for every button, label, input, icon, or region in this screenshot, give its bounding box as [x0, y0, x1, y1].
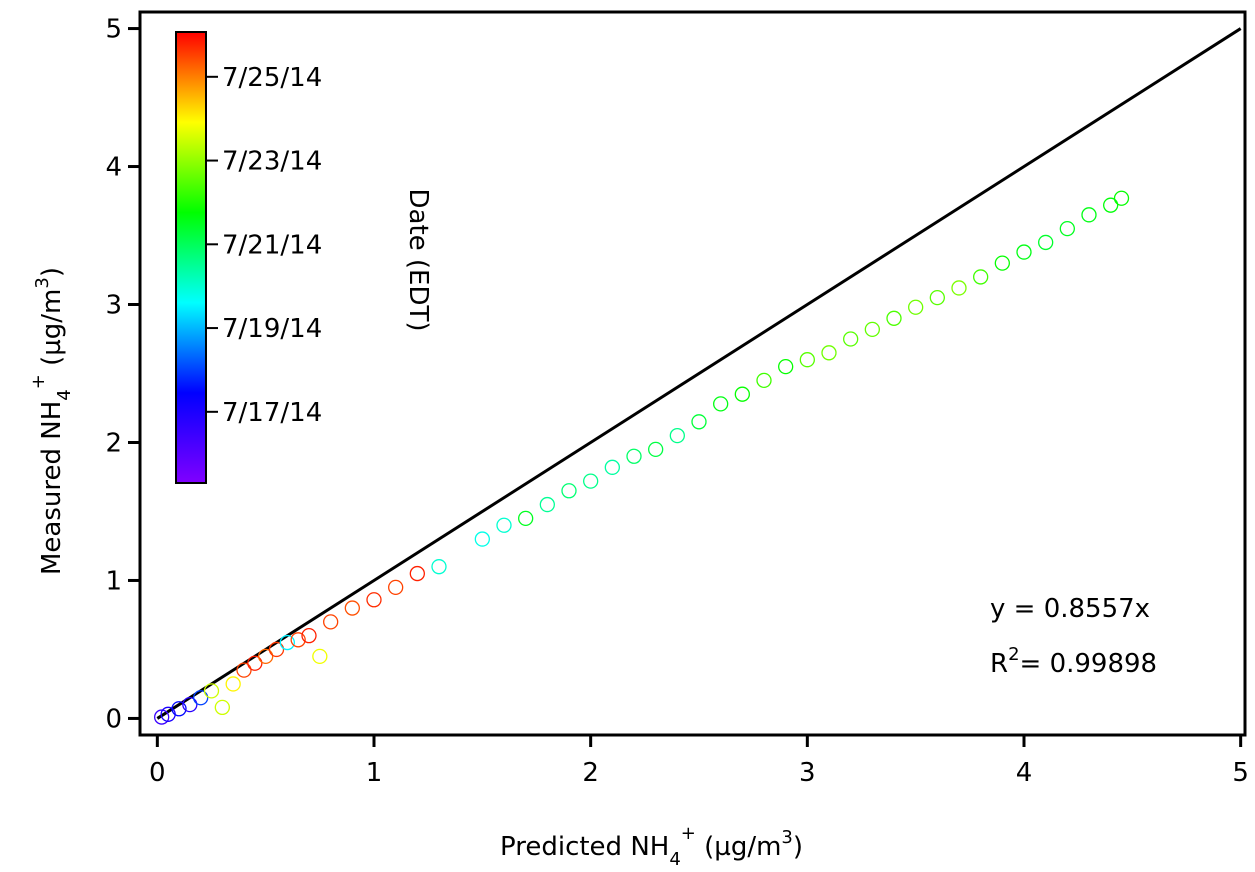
text-part: Measured NH: [37, 401, 67, 575]
colorbar-tick-label: 7/17/14: [222, 398, 322, 428]
point: [225, 676, 241, 692]
colorbar-tick-label: 7/25/14: [222, 63, 322, 93]
text-part: (µg/m: [696, 832, 782, 862]
point: [756, 372, 772, 389]
x-tick-label: 5: [1232, 758, 1249, 788]
point: [734, 386, 750, 402]
text-part: R: [990, 649, 1008, 679]
text-part: y = 0.8557x: [990, 594, 1150, 624]
point: [193, 690, 209, 706]
point: [691, 414, 707, 430]
text-part: 3: [781, 827, 792, 848]
point: [951, 280, 967, 296]
point: [713, 396, 729, 412]
text-part: 2: [1008, 644, 1019, 665]
text-part: (µg/m: [37, 289, 67, 375]
point: [214, 699, 230, 716]
text-part: ): [37, 267, 67, 277]
point: [843, 331, 859, 347]
point: [648, 441, 664, 458]
point: [1016, 244, 1032, 260]
point: [431, 559, 447, 575]
x-axis-label: Predicted NH4+ (µg/m3): [500, 823, 803, 868]
colorbar: [175, 31, 207, 484]
point: [171, 701, 187, 717]
text-part: ): [793, 832, 803, 862]
text-part: 4: [54, 389, 75, 400]
point: [1038, 234, 1054, 251]
point: [626, 448, 642, 464]
point: [268, 641, 285, 658]
point: [561, 483, 577, 499]
point: [799, 352, 815, 368]
point: [312, 648, 328, 665]
point: [301, 628, 317, 644]
annotation: R2= 0.99898: [990, 644, 1157, 679]
text-part: 3: [32, 277, 53, 288]
point: [518, 510, 534, 527]
x-tick-label: 2: [582, 758, 599, 788]
x-tick-label: 3: [799, 758, 816, 788]
point: [1113, 190, 1130, 206]
y-tick-label: 4: [105, 153, 122, 183]
point: [778, 358, 794, 375]
y-tick-label: 1: [105, 566, 122, 596]
text-part: +: [28, 374, 49, 389]
point: [886, 310, 902, 326]
x-tick-label: 1: [366, 758, 383, 788]
point: [1059, 220, 1075, 237]
point: [323, 614, 339, 630]
annotation: y = 0.8557x: [990, 594, 1150, 624]
point: [290, 632, 306, 648]
colorbar-tick-label: 7/19/14: [222, 314, 322, 344]
point: [203, 683, 220, 699]
text-part: = 0.99898: [1020, 649, 1158, 679]
colorbar-label: Date (EDT): [403, 188, 433, 331]
point: [344, 600, 360, 616]
point: [994, 255, 1010, 271]
point: [409, 565, 425, 582]
point: [604, 459, 620, 475]
point: [973, 269, 989, 285]
point: [182, 696, 198, 713]
point: [821, 345, 837, 361]
plot-frame: [138, 10, 1247, 737]
reference-line: [156, 27, 1242, 720]
colorbar-tick-label: 7/23/14: [222, 147, 322, 177]
y-tick-label: 3: [105, 291, 122, 321]
y-tick-label: 2: [105, 428, 122, 458]
point: [366, 592, 382, 608]
colorbar-tick-label: 7/21/14: [222, 230, 322, 260]
point: [929, 289, 945, 306]
point: [388, 579, 404, 596]
point: [236, 662, 252, 678]
point: [496, 517, 512, 533]
point: [539, 496, 555, 513]
point: [908, 299, 924, 315]
y-tick-label: 0: [105, 704, 122, 734]
point: [247, 655, 263, 671]
text-part: 4: [669, 849, 680, 868]
y-tick-label: 5: [105, 15, 122, 45]
point: [583, 473, 599, 489]
point: [474, 531, 490, 547]
point: [279, 634, 295, 651]
text-part: Predicted NH: [500, 832, 669, 862]
y-axis-label: Measured NH4 + (µg/m3): [28, 267, 75, 575]
point: [1103, 197, 1119, 213]
point: [669, 427, 685, 444]
x-tick-label: 4: [1016, 758, 1033, 788]
point: [864, 321, 880, 337]
point: [154, 709, 170, 725]
text-part: +: [681, 823, 696, 844]
point: [1081, 207, 1097, 223]
point: [258, 648, 274, 665]
x-tick-label: 0: [149, 758, 166, 788]
